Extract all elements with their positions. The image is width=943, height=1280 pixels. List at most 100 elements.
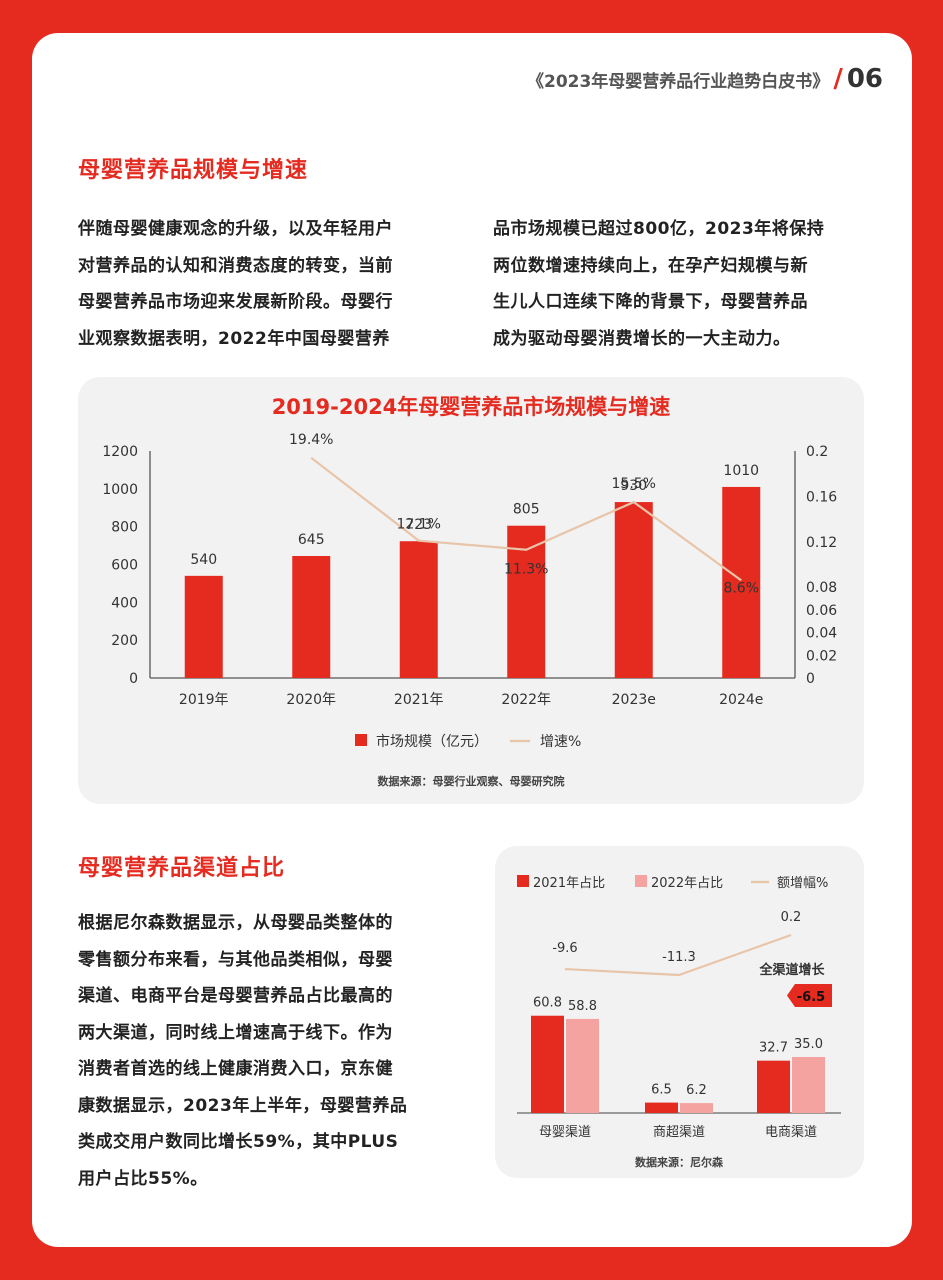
bar	[292, 555, 331, 678]
chart-source: 数据来源：母婴行业观察、母婴研究院	[378, 774, 565, 788]
intro-paragraph-right: 品市场规模已超过800亿，2023年将保持 两位数增速持续向上，在孕产妇规模与新…	[493, 211, 824, 357]
text-line: 对营养品的认知和消费态度的转变，当前	[78, 255, 393, 276]
growth-line	[564, 933, 792, 977]
chart-source: 数据来源：尼尔森	[635, 1155, 724, 1169]
text-line: 成为驱动母婴消费增长的一大主动力。	[493, 328, 791, 349]
legend-swatch-2022	[635, 875, 647, 887]
bar-2022-data-label: 35.0	[794, 1037, 823, 1052]
y2-axis-tick-label: 0.06	[806, 603, 837, 619]
bar-2021	[531, 1015, 564, 1113]
intro-paragraph-left: 伴随母婴健康观念的升级，以及年轻用户 对营养品的认知和消费态度的转变，当前 母婴…	[78, 211, 393, 357]
bar-data-label: 645	[298, 532, 325, 548]
legend-swatch-2021	[517, 875, 529, 887]
text-line: 康数据显示，2023年上半年，母婴营养品	[78, 1095, 408, 1116]
growth-data-label: 12.1%	[397, 517, 441, 533]
bar-2021	[645, 1102, 678, 1113]
x-axis-tick-label: 电商渠道	[765, 1125, 817, 1140]
bar-2022	[566, 1018, 599, 1113]
growth-data-label: 11.3%	[504, 562, 548, 578]
legend-swatch-bar	[355, 734, 367, 746]
bar	[184, 575, 223, 678]
y2-axis-tick-label: 0.04	[806, 626, 837, 642]
report-title: 《2023年母婴营养品行业趋势白皮书》	[526, 71, 830, 92]
x-axis-tick-label: 2023e	[612, 692, 656, 708]
market-scale-chart: 2019-2024年母婴营养品市场规模与增速 0 200 400 600 800 1000 1…	[102, 395, 837, 788]
callout-value: -6.5	[797, 990, 825, 1005]
channel-share-chart: 2021年占比 2022年占比 额增幅% 60.8 58.8 母婴渠道 6.5 6.2 商超渠道…	[517, 875, 841, 1169]
bar-data-label: 540	[190, 552, 217, 568]
x-axis-tick-label: 2020年	[286, 692, 336, 708]
channel-chart-panel: 2021年占比 2022年占比 额增幅% 60.8 58.8 母婴渠道 6.5 6.2 商超渠道…	[495, 846, 864, 1178]
bar-data-label: 805	[513, 502, 540, 518]
text-line: 两大渠道，同时线上增速高于线下。作为	[78, 1022, 393, 1043]
y-axis-tick-label: 600	[111, 558, 138, 574]
text-line: 两位数增速持续向上，在孕产妇规模与新	[493, 255, 808, 276]
bar	[722, 486, 761, 678]
bar-2022	[680, 1103, 713, 1113]
text-line: 生儿人口连续下降的背景下，母婴营养品	[493, 292, 808, 312]
y2-axis-tick-label: 0.2	[806, 444, 828, 460]
growth-data-label: 0.2	[781, 910, 802, 925]
y-axis-tick-label: 800	[111, 520, 138, 536]
bar-2022-data-label: 6.2	[686, 1083, 707, 1098]
text-line: 业观察数据表明，2022年中国母婴营养	[78, 328, 390, 349]
bar-data-label: 1010	[723, 463, 759, 479]
text-line: 用户占比55%。	[78, 1168, 208, 1189]
growth-data-label: -9.6	[552, 941, 577, 956]
y-axis-tick-label: 200	[111, 633, 138, 649]
x-axis-tick-label: 商超渠道	[653, 1125, 705, 1140]
legend-label-2021: 2021年占比	[533, 876, 605, 891]
y2-axis-tick-label: 0.08	[806, 580, 837, 596]
growth-data-label: 15.5%	[612, 476, 656, 492]
x-axis-tick-label: 2024e	[719, 692, 763, 708]
x-axis-tick-label: 2019年	[179, 692, 229, 708]
page-number: 06	[846, 64, 883, 94]
bar-2021-data-label: 60.8	[533, 996, 562, 1011]
callout-label: 全渠道增长	[758, 962, 825, 978]
legend-label-line: 增速%	[540, 734, 581, 750]
market-chart-panel: 2019-2024年母婴营养品市场规模与增速 0 200 400 600 800 1000 1…	[78, 377, 864, 804]
y-axis-tick-label: 400	[111, 595, 138, 611]
bar-2021	[757, 1060, 790, 1113]
bar-data-label: 723	[405, 517, 432, 533]
y2-axis-tick-label: 0.16	[806, 489, 837, 505]
chart-title: 2019-2024年母婴营养品市场规模与增速	[272, 395, 671, 419]
bar	[507, 525, 546, 678]
growth-data-label: 8.6%	[723, 580, 759, 596]
text-line: 消费者首选的线上健康消费入口，京东健	[78, 1059, 393, 1079]
text-line: 零售额分布来看，与其他品类相似，母婴	[78, 949, 393, 970]
growth-line	[310, 456, 742, 582]
y2-axis-tick-label: 0	[806, 671, 815, 687]
y-axis-tick-label: 1000	[102, 482, 138, 498]
callout-badge	[787, 984, 832, 1007]
bar	[399, 541, 438, 678]
growth-data-label: 19.4%	[289, 432, 333, 448]
bar-2021-data-label: 32.7	[759, 1041, 788, 1056]
growth-data-label: -11.3	[662, 950, 696, 965]
text-line: 根据尼尔森数据显示，从母婴品类整体的	[78, 913, 393, 933]
text-line: 渠道、电商平台是母婴营养品占比最高的	[78, 986, 393, 1006]
text-line: 伴随母婴健康观念的升级，以及年轻用户	[78, 219, 393, 239]
x-axis-tick-label: 母婴渠道	[539, 1125, 591, 1140]
y2-axis-tick-label: 0.02	[806, 648, 837, 664]
bar-2021-data-label: 6.5	[651, 1083, 672, 1098]
text-line: 母婴营养品市场迎来发展新阶段。母婴行	[78, 292, 393, 312]
legend-label-2022: 2022年占比	[651, 876, 723, 891]
y-axis-tick-label: 1200	[102, 444, 138, 460]
text-line: 类成交用户数同比增长59%，其中PLUS	[78, 1132, 399, 1152]
page-header: 《2023年母婴营养品行业趋势白皮书》 / 06	[527, 64, 883, 94]
x-axis-tick-label: 2022年	[501, 692, 551, 708]
section-title-channel: 母婴营养品渠道占比	[78, 856, 286, 881]
text-line: 品市场规模已超过800亿，2023年将保持	[493, 219, 825, 239]
section-title-scale: 母婴营养品规模与增速	[78, 158, 309, 183]
channel-paragraph: 根据尼尔森数据显示，从母婴品类整体的 零售额分布来看，与其他品类相似，母婴 渠道…	[78, 905, 407, 1197]
y2-axis-tick-label: 0.12	[806, 535, 837, 551]
bar-2022	[792, 1057, 825, 1113]
legend-label-bar: 市场规模（亿元）	[376, 733, 488, 750]
bar-data-label: 930	[620, 478, 647, 494]
bar-2022-data-label: 58.8	[568, 999, 597, 1014]
x-axis-tick-label: 2021年	[394, 692, 444, 708]
bar	[614, 502, 653, 678]
header-slash: /	[833, 64, 843, 94]
y-axis-tick-label: 0	[129, 671, 138, 687]
